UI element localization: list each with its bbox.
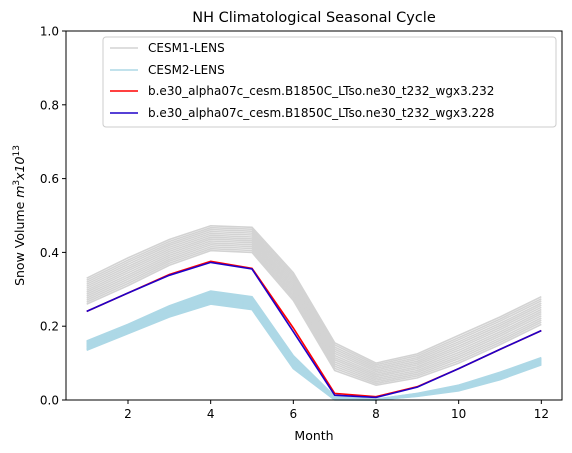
y-tick-label: 0.4 (40, 246, 59, 260)
series-line-cesm2-lens-member-14 (86, 290, 542, 401)
x-tick-label: 4 (207, 407, 215, 421)
y-tick-label: 0.0 (40, 394, 59, 408)
series-line-cesm1-lens-member-13 (86, 226, 542, 366)
x-tick-label: 8 (372, 407, 380, 421)
series-line-cesm1-lens-member-10 (86, 232, 542, 371)
x-axis: 2 4 6 8 10 12 (124, 400, 549, 421)
legend-label-run-232: b.e30_alpha07c_cesm.B1850C_LTso.ne30_t23… (148, 84, 494, 98)
chart-title: NH Climatological Seasonal Cycle (192, 10, 436, 26)
series-line-cesm1-lens-member-14 (86, 224, 542, 364)
y-tick-label: 0.2 (40, 320, 59, 334)
y-axis-label-mid: x10 (12, 156, 27, 180)
legend-label-cesm2: CESM2-LENS (148, 63, 225, 77)
legend-label-cesm1: CESM1-LENS (148, 41, 225, 55)
x-tick-label: 2 (124, 407, 132, 421)
y-tick-label: 0.6 (40, 172, 59, 186)
series-line-cesm1-lens-member-1 (86, 249, 542, 387)
series-line-cesm1-lens-member-4 (86, 243, 542, 381)
x-tick-label: 6 (290, 407, 298, 421)
x-tick-label: 10 (451, 407, 466, 421)
series-line-cesm1-lens-member-11 (86, 230, 542, 370)
series-line-cesm1-lens-member-8 (86, 236, 542, 375)
y-axis-label-unit: m (12, 186, 27, 198)
legend: CESM1-LENS CESM2-LENS b.e30_alpha07c_ces… (102, 36, 557, 128)
series-line-cesm1-lens-member-6 (86, 240, 542, 378)
series-line-run-228 (86, 261, 542, 399)
y-axis: 0.0 0.2 0.4 0.6 0.8 1.0 (40, 25, 66, 408)
series-line-cesm1-lens-member-2 (86, 247, 542, 385)
legend-label-run-228: b.e30_alpha07c_cesm.B1850C_LTso.ne30_t23… (148, 106, 494, 120)
y-axis-label-unit-sup: 3 (12, 180, 22, 186)
series-line-cesm1-lens-member-12 (86, 228, 542, 368)
series-line-cesm1-lens-member-5 (86, 242, 542, 380)
series-line-cesm1-lens-member-7 (86, 238, 542, 376)
x-axis-label: Month (294, 428, 333, 443)
legend-box (102, 36, 557, 128)
series-line-cesm1-lens-member-9 (86, 234, 542, 373)
plot-area (86, 224, 542, 401)
y-axis-label: Snow Volume m3x1013 (12, 145, 27, 286)
x-tick-label: 12 (534, 407, 549, 421)
plot-frame (65, 30, 563, 401)
y-tick-label: 1.0 (40, 25, 59, 39)
y-tick-label: 0.8 (40, 98, 59, 112)
y-axis-label-exp: 13 (12, 145, 22, 156)
y-axis-label-text: Snow Volume (12, 198, 27, 286)
series-line-cesm1-lens-member-3 (86, 245, 542, 383)
